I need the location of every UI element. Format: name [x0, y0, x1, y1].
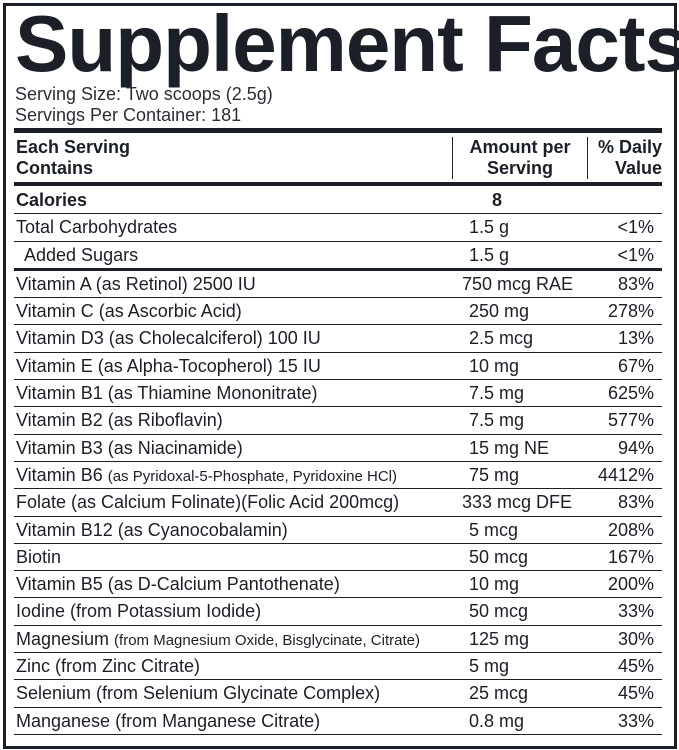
divider-thick [14, 182, 662, 186]
table-row: Vitamin B3 (as Niacinamide) 15 mg NE 94% [14, 435, 662, 462]
amount-per-serving: 5 mcg [469, 519, 519, 540]
amount-per-serving: 7.5 mg [469, 410, 525, 431]
nutrient-name: Vitamin A (as Retinol) 2500 IU [16, 273, 256, 294]
nutrient-name: Zinc (from Zinc Citrate) [16, 656, 201, 677]
daily-value: <1% [617, 217, 654, 238]
amount-per-serving: 25 mcg [469, 683, 529, 704]
table-row: Vitamin B2 (as Riboflavin) 7.5 mg 577% [14, 407, 662, 435]
nutrient-name: Calories [16, 190, 88, 210]
amount-per-serving: 7.5 mg [469, 383, 525, 404]
daily-value: 67% [617, 355, 654, 376]
table-row: Folate (as Calcium Folinate)(Folic Acid … [14, 489, 662, 517]
header-amount: Amount per Serving [452, 137, 588, 179]
nutrient-source: (from Magnesium Oxide, Bisglycinate, Cit… [114, 631, 420, 649]
nutrient-name: Vitamin B6 (as Pyridoxal-5-Phosphate, Py… [16, 464, 398, 485]
table-row: Vitamin B12 (as Cyanocobalamin) 5 mcg 208% [14, 517, 662, 544]
table-row: Selenium (from Selenium Glycinate Comple… [14, 680, 662, 708]
amount-per-serving: 1.5 g [469, 217, 510, 238]
servings-per-container: Servings Per Container: 181 [15, 105, 242, 125]
header-each-serving: Each Serving Contains [16, 137, 131, 178]
divider-thick [14, 128, 662, 133]
nutrient-name: Total Carbohydrates [16, 217, 178, 238]
header-daily-value: % Daily Value [597, 137, 662, 178]
table-row: Manganese (from Manganese Citrate) 0.8 mg… [14, 708, 662, 735]
amount-per-serving: 15 mg NE [469, 437, 550, 458]
nutrient-name: Iodine (from Potassium Iodide) [16, 601, 262, 622]
table-row: Calories 8 [14, 187, 662, 215]
daily-value: 577% [607, 410, 654, 431]
daily-value: 4412% [597, 464, 654, 485]
daily-value: 200% [607, 574, 654, 595]
daily-value: 13% [617, 328, 654, 349]
panel-title: Supplement Facts [15, 0, 679, 88]
nutrient-source: (as Pyridoxal-5-Phosphate, Pyridoxine HC… [107, 467, 398, 485]
nutrient-name: Selenium (from Selenium Glycinate Comple… [16, 683, 381, 704]
daily-value: 45% [617, 683, 654, 704]
table-row: Vitamin B6 (as Pyridoxal-5-Phosphate, Py… [14, 462, 662, 490]
nutrient-name: Vitamin C (as Ascorbic Acid) [16, 301, 242, 322]
daily-value: 208% [607, 519, 654, 540]
table-row: Iodine (from Potassium Iodide) 50 mcg 33% [14, 598, 662, 626]
daily-value: 45% [617, 656, 654, 677]
nutrient-name: Vitamin B12 (as Cyanocobalamin) [16, 519, 288, 540]
table-row: Vitamin E (as Alpha-Tocopherol) 15 IU 10 … [14, 353, 662, 381]
amount-per-serving: 8 [492, 190, 503, 210]
daily-value: 30% [617, 628, 654, 649]
amount-per-serving: 750 mcg RAE [462, 273, 574, 294]
nutrient-name: Manganese (from Manganese Citrate) [16, 710, 321, 731]
daily-value: 83% [617, 273, 654, 294]
amount-per-serving: 1.5 g [469, 244, 510, 265]
table-row: Biotin 50 mcg 167% [14, 544, 662, 572]
daily-value: 167% [607, 546, 654, 567]
table-row: Vitamin C (as Ascorbic Acid) 250 mg 278% [14, 298, 662, 326]
daily-value: 33% [617, 601, 654, 622]
nutrient-name: Biotin [16, 546, 62, 567]
table-row: Zinc (from Zinc Citrate) 5 mg 45% [14, 653, 662, 681]
table-row: Vitamin D3 (as Cholecalciferol) 100 IU 2.… [14, 325, 662, 353]
daily-value: <1% [617, 244, 654, 265]
amount-per-serving: 333 mcg DFE [462, 492, 573, 513]
daily-value: 278% [607, 301, 654, 322]
amount-per-serving: 50 mcg [469, 546, 529, 567]
daily-value: 33% [617, 710, 654, 731]
table-row: Vitamin B1 (as Thiamine Mononitrate) 7.5 … [14, 380, 662, 408]
amount-per-serving: 10 mg [469, 355, 520, 376]
table-row: Added Sugars 1.5 g <1% [14, 242, 662, 271]
amount-per-serving: 250 mg [469, 301, 530, 322]
nutrient-name: Vitamin D3 (as Cholecalciferol) 100 IU [16, 328, 321, 349]
table-row: Vitamin A (as Retinol) 2500 IU 750 mcg RA… [14, 271, 662, 299]
daily-value: 625% [607, 383, 654, 404]
amount-per-serving: 125 mg [469, 628, 530, 649]
nutrient-name: Vitamin B3 (as Niacinamide) [16, 437, 243, 458]
table-header: Each Serving Contains Amount per Serving %… [14, 133, 662, 179]
nutrient-name: Vitamin E (as Alpha-Tocopherol) 15 IU [16, 355, 321, 376]
table-row: Total Carbohydrates 1.5 g <1% [14, 214, 662, 242]
amount-per-serving: 10 mg [469, 574, 520, 595]
daily-value: 83% [617, 492, 654, 513]
nutrient-name: Added Sugars [24, 244, 139, 265]
daily-value: 94% [617, 437, 654, 458]
amount-per-serving: 5 mg [469, 656, 510, 677]
nutrient-name: Vitamin B2 (as Riboflavin) [16, 410, 223, 431]
nutrient-table: Calories 8 Total Carbohydrates 1.5 g <1% Adde… [14, 187, 662, 735]
nutrient-name: Folate (as Calcium Folinate)(Folic Acid … [16, 492, 400, 513]
amount-per-serving: 75 mg [469, 464, 520, 485]
serving-size: Serving Size: Two scoops (2.5g) [15, 84, 273, 104]
table-row: Magnesium (from Magnesium Oxide, Bisglyc… [14, 626, 662, 654]
supplement-facts-panel: Supplement Facts Serving Size: Two scoop… [3, 0, 679, 749]
amount-per-serving: 0.8 mg [469, 710, 525, 731]
amount-per-serving: 2.5 mcg [469, 328, 534, 349]
amount-per-serving: 50 mcg [469, 601, 529, 622]
nutrient-name: Magnesium (from Magnesium Oxide, Bisglyc… [16, 628, 420, 649]
table-row: Vitamin B5 (as D-Calcium Pantothenate) 10… [14, 571, 662, 599]
nutrient-name: Vitamin B1 (as Thiamine Mononitrate) [16, 383, 318, 404]
nutrient-name: Vitamin B5 (as D-Calcium Pantothenate) [16, 574, 340, 595]
